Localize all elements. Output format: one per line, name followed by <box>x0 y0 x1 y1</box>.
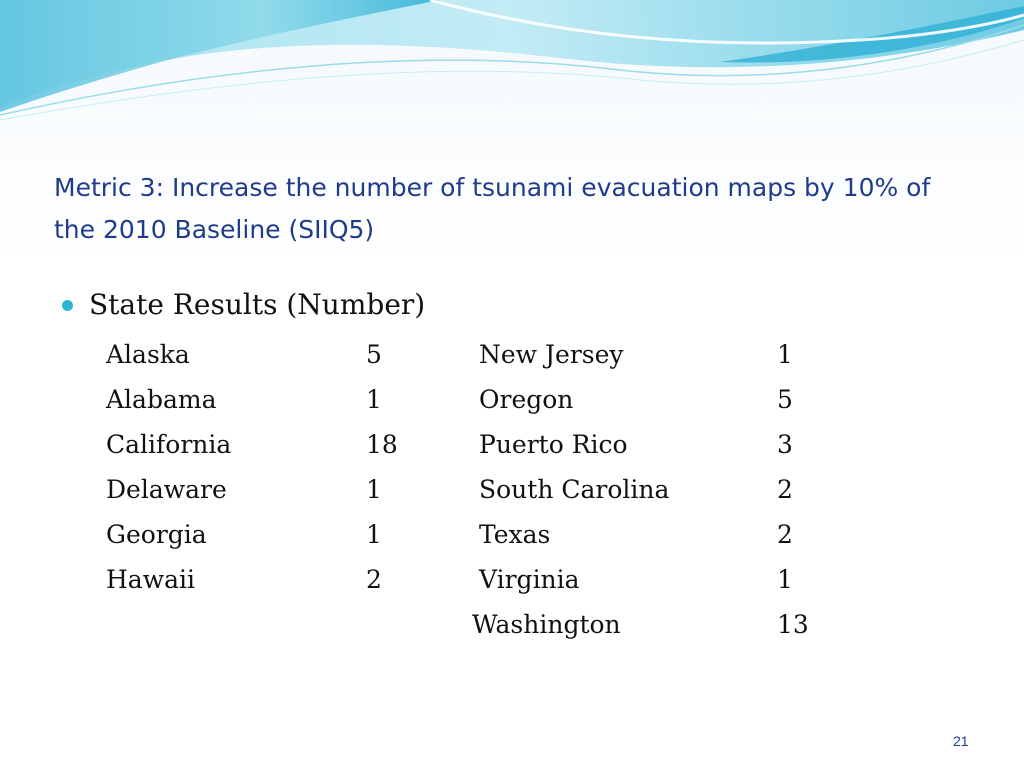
state-count: 5 <box>366 340 382 369</box>
bullet-label: State Results (Number) <box>89 288 426 321</box>
state-count: 2 <box>777 475 793 504</box>
wave-header-decoration <box>0 0 1024 121</box>
state-name: Oregon <box>479 385 574 414</box>
state-count: 1 <box>777 340 793 369</box>
state-name: Delaware <box>106 475 227 504</box>
state-name: South Carolina <box>479 475 670 504</box>
state-count: 13 <box>777 610 809 639</box>
bullet-item: State Results (Number) <box>62 288 425 321</box>
state-count: 3 <box>777 430 793 459</box>
state-count: 5 <box>777 385 793 414</box>
state-name: Virginia <box>479 565 580 594</box>
state-count: 2 <box>777 520 793 549</box>
state-count: 1 <box>366 385 382 414</box>
state-count: 2 <box>366 565 382 594</box>
bullet-dot-icon <box>62 300 73 311</box>
state-name: Alabama <box>106 385 217 414</box>
state-name: Hawaii <box>106 565 196 594</box>
state-name: California <box>106 430 232 459</box>
state-name: Texas <box>479 520 551 549</box>
state-name: Georgia <box>106 520 207 549</box>
state-count: 1 <box>366 475 382 504</box>
state-name: Puerto Rico <box>479 430 628 459</box>
state-name: Alaska <box>106 340 190 369</box>
state-count: 1 <box>777 565 793 594</box>
slide-title: Metric 3: Increase the number of tsunami… <box>54 173 931 244</box>
state-count: 1 <box>366 520 382 549</box>
state-count: 18 <box>366 430 398 459</box>
state-name: New Jersey <box>479 340 624 369</box>
state-name: Washington <box>472 610 621 639</box>
page-number: 21 <box>953 733 969 749</box>
